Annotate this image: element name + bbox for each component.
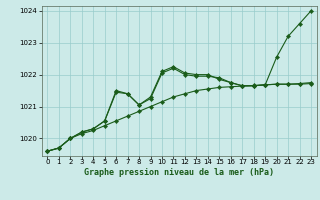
X-axis label: Graphe pression niveau de la mer (hPa): Graphe pression niveau de la mer (hPa) xyxy=(84,168,274,177)
